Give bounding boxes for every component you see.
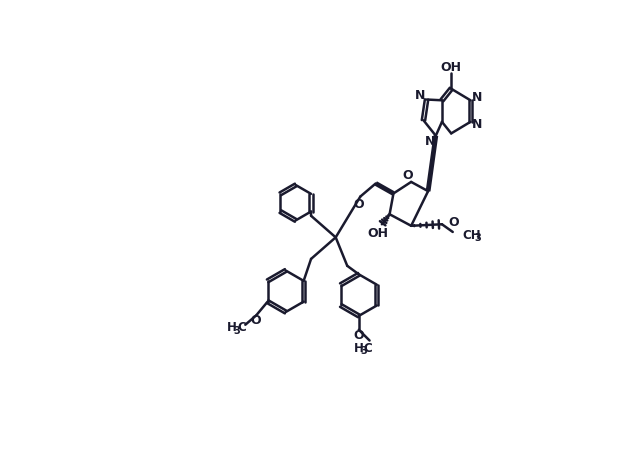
Text: C: C: [364, 342, 372, 355]
Text: H: H: [227, 321, 236, 334]
Text: O: O: [353, 198, 364, 211]
Text: O: O: [448, 216, 459, 229]
Text: N: N: [424, 134, 435, 148]
Text: C: C: [237, 321, 246, 334]
Text: 3: 3: [474, 233, 481, 243]
Text: N: N: [415, 89, 426, 102]
Text: 3: 3: [360, 346, 367, 356]
Text: O: O: [353, 329, 364, 342]
Text: 3: 3: [234, 326, 240, 336]
Text: N: N: [472, 118, 483, 131]
Text: H: H: [354, 342, 364, 355]
Text: O: O: [403, 169, 413, 182]
Text: CH: CH: [462, 229, 481, 243]
Text: N: N: [472, 92, 483, 104]
Text: OH: OH: [441, 61, 461, 74]
Text: OH: OH: [367, 227, 388, 240]
Text: O: O: [250, 313, 260, 327]
